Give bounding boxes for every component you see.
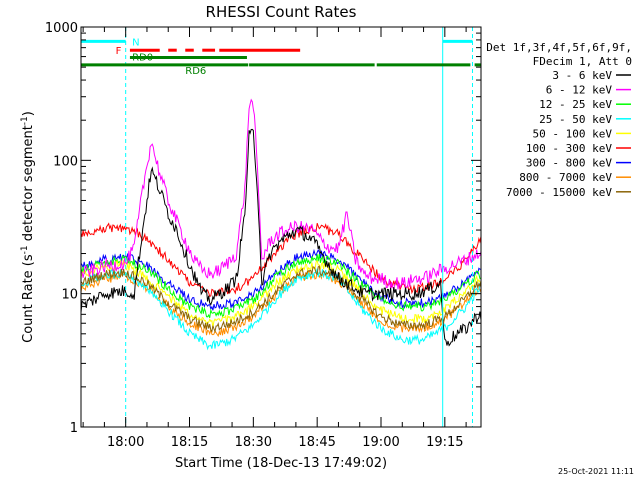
y-tick-label: 1000 <box>45 21 78 36</box>
legend-header-line-2: FDecim 1, Att 0 <box>533 55 632 68</box>
legend-label: 12 - 25 keV <box>539 98 612 111</box>
y-axis-label-exponent-1: -1 <box>20 245 30 254</box>
y-axis-label: Count Rate (s-1 detector segment-1) <box>20 111 36 343</box>
flag-label-n: N <box>132 37 139 48</box>
x-tick-label: 18:00 <box>107 435 144 450</box>
legend-label: 6 - 12 keV <box>546 84 613 97</box>
legend-label: 50 - 100 keV <box>533 127 613 140</box>
series-line-6-12-kev <box>80 98 482 291</box>
flag-label-f: F <box>116 46 122 57</box>
x-tick-label: 19:15 <box>426 435 463 450</box>
legend-label: 100 - 300 keV <box>526 142 612 155</box>
timestamp: 25-Oct-2021 11:11 <box>558 467 634 476</box>
y-axis: 1 10 100 1000 <box>45 21 481 436</box>
plot-frame <box>80 26 482 428</box>
series-line-300-800-kev <box>80 248 482 311</box>
x-tick-label: 18:30 <box>235 435 272 450</box>
flag-label-rd6: RD6 <box>185 66 206 77</box>
y-axis-label-end: ) <box>21 111 36 116</box>
chart-title: RHESSI Count Rates <box>206 3 357 21</box>
series-line-25-50-kev <box>80 268 482 351</box>
x-tick-label: 19:00 <box>362 435 399 450</box>
series-line-12-25-kev <box>80 253 482 318</box>
legend-label: 3 - 6 keV <box>552 69 612 82</box>
series-line-3-6-kev <box>80 128 482 347</box>
series-line-7000-15000-kev <box>80 265 482 334</box>
legend-label: 7000 - 15000 keV <box>506 186 612 199</box>
x-axis: 18:00 18:15 18:30 18:45 19:00 19:15 <box>82 27 467 450</box>
y-axis-label-middle: detector segment <box>21 125 36 245</box>
x-axis-label: Start Time (18-Dec-13 17:49:02) <box>175 456 387 471</box>
legend-label: 300 - 800 keV <box>526 157 612 170</box>
y-axis-label-exponent-2: -1 <box>20 116 30 125</box>
flag-label-rd0: RD0 <box>132 53 153 64</box>
y-axis-label-main: Count Rate (s <box>21 254 36 343</box>
x-tick-label: 18:15 <box>171 435 208 450</box>
legend-label: 25 - 50 keV <box>539 113 612 126</box>
y-tick-label: 10 <box>61 288 78 303</box>
legend-header-line-1: Det 1f,3f,4f,5f,6f,9f, <box>486 41 632 54</box>
x-tick-label: 18:45 <box>298 435 335 450</box>
plot-area: NF RD0 RD6 <box>80 27 482 427</box>
series-line-100-300-kev <box>80 222 482 297</box>
y-tick-label: 1 <box>70 421 78 436</box>
y-tick-label: 100 <box>53 154 78 169</box>
legend-label: 800 - 7000 keV <box>519 171 612 184</box>
